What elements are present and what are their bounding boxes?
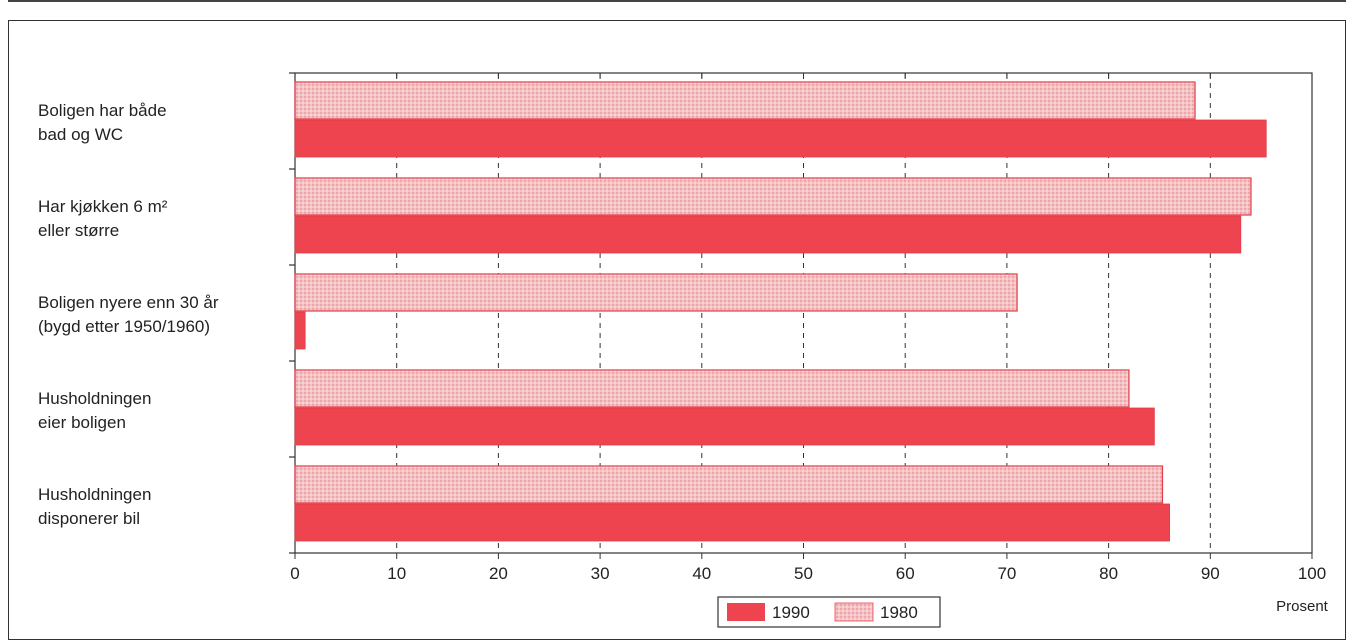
bar-1990-0 (294, 119, 1267, 158)
category-label-3-line-0: Husholdningen (38, 389, 151, 408)
bar-1980-3 (294, 369, 1130, 408)
bars (294, 81, 1267, 542)
x-tick-label-100: 100 (1298, 564, 1326, 583)
bar-1980-1 (294, 177, 1252, 216)
bar-1980-2 (294, 273, 1018, 312)
bar-1990-3 (294, 407, 1155, 446)
bar-1980-4 (294, 465, 1164, 504)
legend-label-1990: 1990 (772, 603, 810, 622)
tick-labels: 0 10 20 30 40 50 60 70 80 90 100 (290, 564, 1326, 583)
legend-swatch-1980 (834, 602, 874, 622)
category-label-0-line-1: bad og WC (38, 125, 123, 144)
legend-box (717, 596, 941, 628)
legend-swatch-1990 (727, 603, 765, 621)
x-tick-label-40: 40 (692, 564, 711, 583)
x-tick-label-70: 70 (997, 564, 1016, 583)
x-tick-label-10: 10 (387, 564, 406, 583)
legend: 1990 1980 (717, 596, 941, 628)
x-tick-label-50: 50 (794, 564, 813, 583)
x-tick-label-0: 0 (290, 564, 299, 583)
bar-1990-2 (294, 311, 306, 350)
bar-1980-0 (294, 81, 1196, 120)
legend-label-1980: 1980 (880, 603, 918, 622)
x-tick-label-90: 90 (1201, 564, 1220, 583)
x-tick-label-30: 30 (591, 564, 610, 583)
x-tick-label-20: 20 (489, 564, 508, 583)
top-border-line (8, 0, 1346, 2)
bar-1990-4 (294, 503, 1171, 542)
category-labels: Boligen har både bad og WC Har kjøkken 6 m… (38, 101, 219, 528)
bar-1990-1 (294, 215, 1242, 254)
chart-frame (8, 20, 1346, 640)
category-label-2-line-1: (bygd etter 1950/1960) (38, 317, 210, 336)
x-tick-label-60: 60 (896, 564, 915, 583)
category-label-0-line-0: Boligen har både (38, 101, 167, 120)
category-label-1-line-1: eller større (38, 221, 119, 240)
category-label-4-line-1: disponerer bil (38, 509, 140, 528)
category-label-1-line-0: Har kjøkken 6 m² (38, 197, 168, 216)
category-label-4-line-0: Husholdningen (38, 485, 151, 504)
category-label-2-line-0: Boligen nyere enn 30 år (38, 293, 219, 312)
x-tick-label-80: 80 (1099, 564, 1118, 583)
category-label-3-line-1: eier boligen (38, 413, 126, 432)
x-axis-unit-label: Prosent (1276, 598, 1329, 615)
